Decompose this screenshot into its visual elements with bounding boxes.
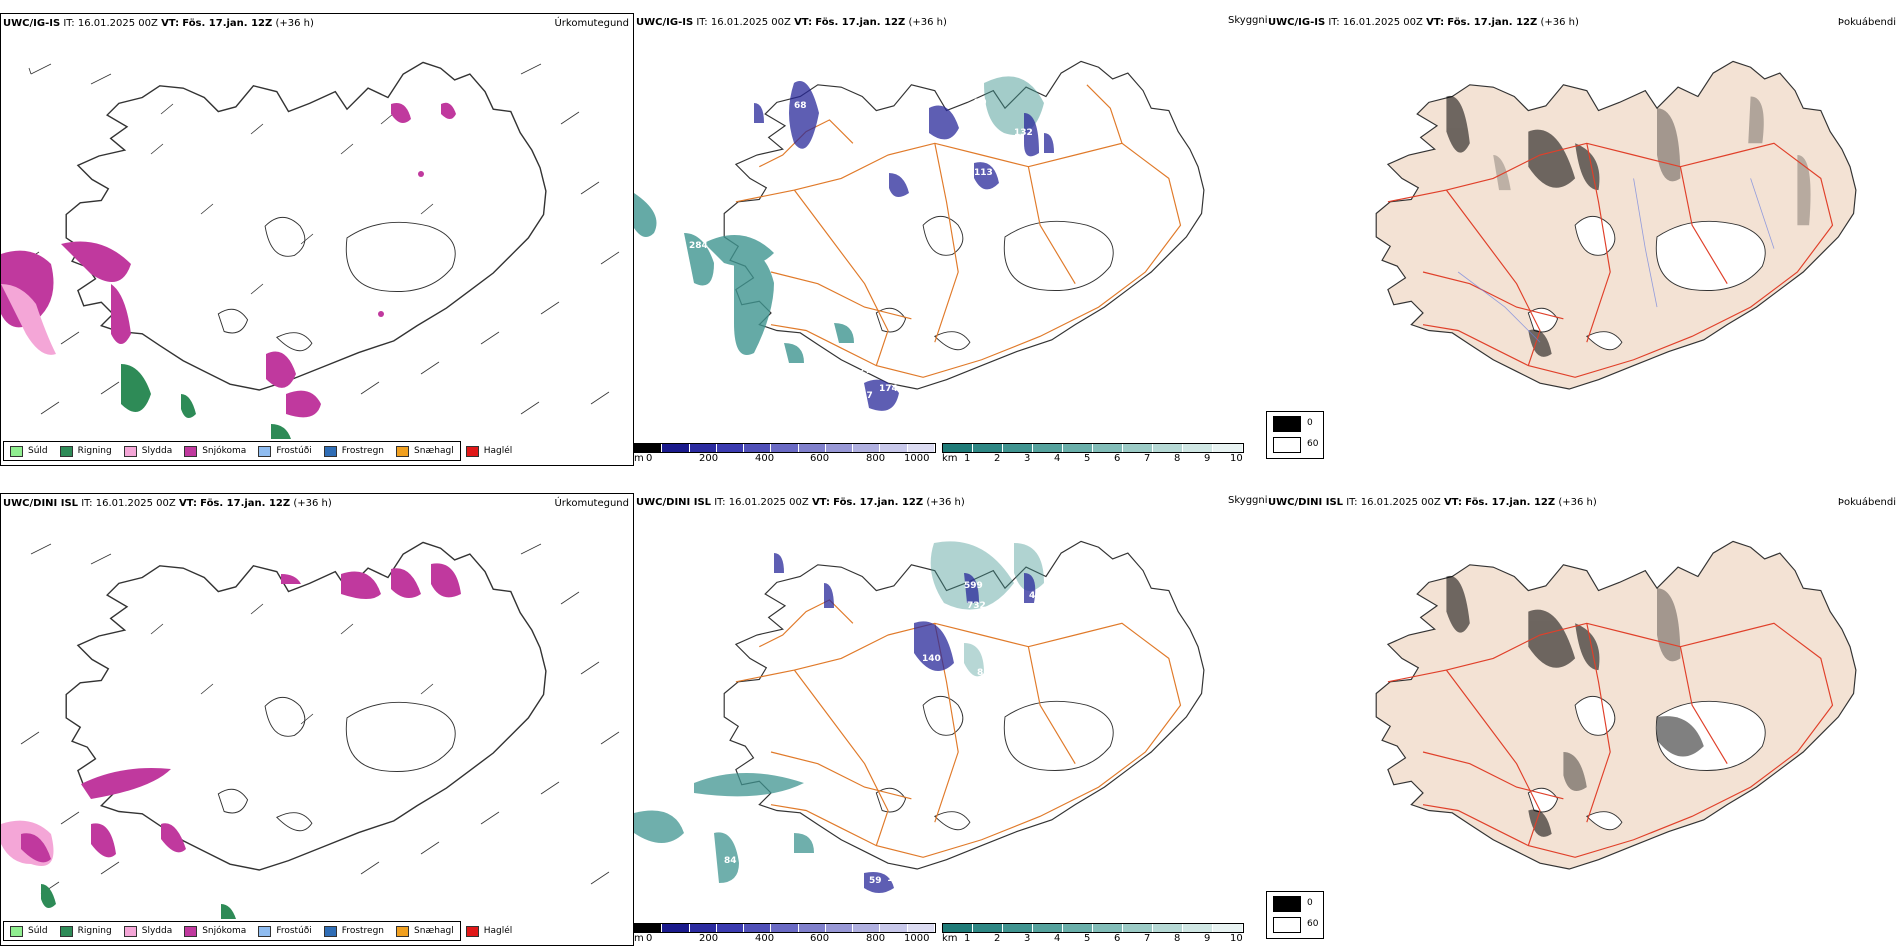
visibility-map: 284 270 117 174 113 140 132 20 20 68 — [634, 60, 1205, 411]
panel-title: Skyggni — [1228, 495, 1268, 506]
svg-text:86: 86 — [977, 668, 990, 678]
svg-text:20: 20 — [974, 118, 987, 128]
panel-title: Þokuábendi — [1837, 497, 1896, 508]
cloudbase-colorbar: m 0 200 400 600 800 1000 — [634, 443, 936, 465]
svg-text:132: 132 — [1014, 128, 1033, 138]
fog-panel-2: UWC/DINI ISL IT: 16.01.2025 00Z VT: Fös.… — [1266, 493, 1900, 946]
svg-text:84: 84 — [724, 856, 737, 866]
cloudbase-labels: 284 270 117 174 113 140 132 20 20 68 — [689, 98, 1033, 401]
svg-text:113: 113 — [974, 168, 993, 178]
panel-title: Skyggni — [1228, 15, 1268, 26]
precip-map — [1, 541, 620, 919]
visibility-colorbar: km 1 2 3 4 5 6 7 8 9 10 — [942, 923, 1244, 945]
precip-areas — [1, 102, 456, 439]
cloudbase-colorbar: m 0 200 400 600 800 1000 — [634, 923, 936, 945]
svg-text:456: 456 — [1032, 606, 1051, 616]
svg-text:270: 270 — [859, 366, 878, 376]
fog-map — [1375, 60, 1857, 390]
svg-text:59: 59 — [869, 876, 882, 886]
svg-text:140: 140 — [922, 654, 941, 664]
panel-header: UWC/DINI ISL IT: 16.01.2025 00Z VT: Fös.… — [3, 498, 332, 509]
svg-text:140: 140 — [922, 184, 941, 194]
svg-text:68: 68 — [794, 101, 807, 111]
precip-map — [1, 61, 620, 439]
panel-title: Þokuábendi — [1837, 17, 1896, 28]
precip-legend: Súld Rigning Slydda Snjókoma Frostúði Fr… — [3, 921, 512, 941]
svg-text:117: 117 — [854, 391, 873, 401]
svg-text:107: 107 — [887, 874, 906, 884]
panel-title: Úrkomutegund — [554, 498, 629, 509]
fog-legend-2: 0 60 — [1266, 891, 1324, 939]
fog-legend-1: 0 60 — [1266, 411, 1324, 459]
fog-map — [1375, 540, 1857, 870]
panel-header: UWC/IG-IS IT: 16.01.2025 00Z VT: Fös. 17… — [1268, 17, 1579, 28]
svg-text:284: 284 — [689, 241, 708, 251]
svg-text:20: 20 — [974, 98, 987, 108]
panel-header: UWC/IG-IS IT: 16.01.2025 00Z VT: Fös. 17… — [636, 17, 947, 28]
visibility-map: 599 732 461 456 140 86 59 107 84 — [634, 540, 1205, 893]
fog-panel-1: UWC/IG-IS IT: 16.01.2025 00Z VT: Fös. 17… — [1266, 13, 1900, 466]
panel-header: UWC/IG-IS IT: 16.01.2025 00Z VT: Fös. 17… — [3, 18, 314, 29]
visibility-colorbar: km 1 2 3 4 5 6 7 8 9 10 — [942, 443, 1244, 465]
panel-header: UWC/DINI ISL IT: 16.01.2025 00Z VT: Fös.… — [636, 497, 965, 508]
svg-text:599: 599 — [964, 581, 983, 591]
svg-text:461: 461 — [1029, 591, 1048, 601]
cloudbase-areas — [754, 81, 1054, 411]
visibility-panel-2: UWC/DINI ISL IT: 16.01.2025 00Z VT: Fös.… — [634, 493, 1268, 946]
svg-text:174: 174 — [879, 384, 898, 394]
precip-type-panel-1: UWC/IG-IS IT: 16.01.2025 00Z VT: Fös. 17… — [0, 13, 634, 466]
precip-legend: Súld Rigning Slydda Snjókoma Frostúði Fr… — [3, 441, 512, 461]
svg-text:732: 732 — [967, 601, 986, 611]
panel-header: UWC/DINI ISL IT: 16.01.2025 00Z VT: Fös.… — [1268, 497, 1597, 508]
panel-title: Úrkomutegund — [554, 18, 629, 29]
visibility-panel-1: UWC/IG-IS IT: 16.01.2025 00Z VT: Fös. 17… — [634, 13, 1268, 466]
precip-type-panel-2: UWC/DINI ISL IT: 16.01.2025 00Z VT: Fös.… — [0, 493, 634, 946]
